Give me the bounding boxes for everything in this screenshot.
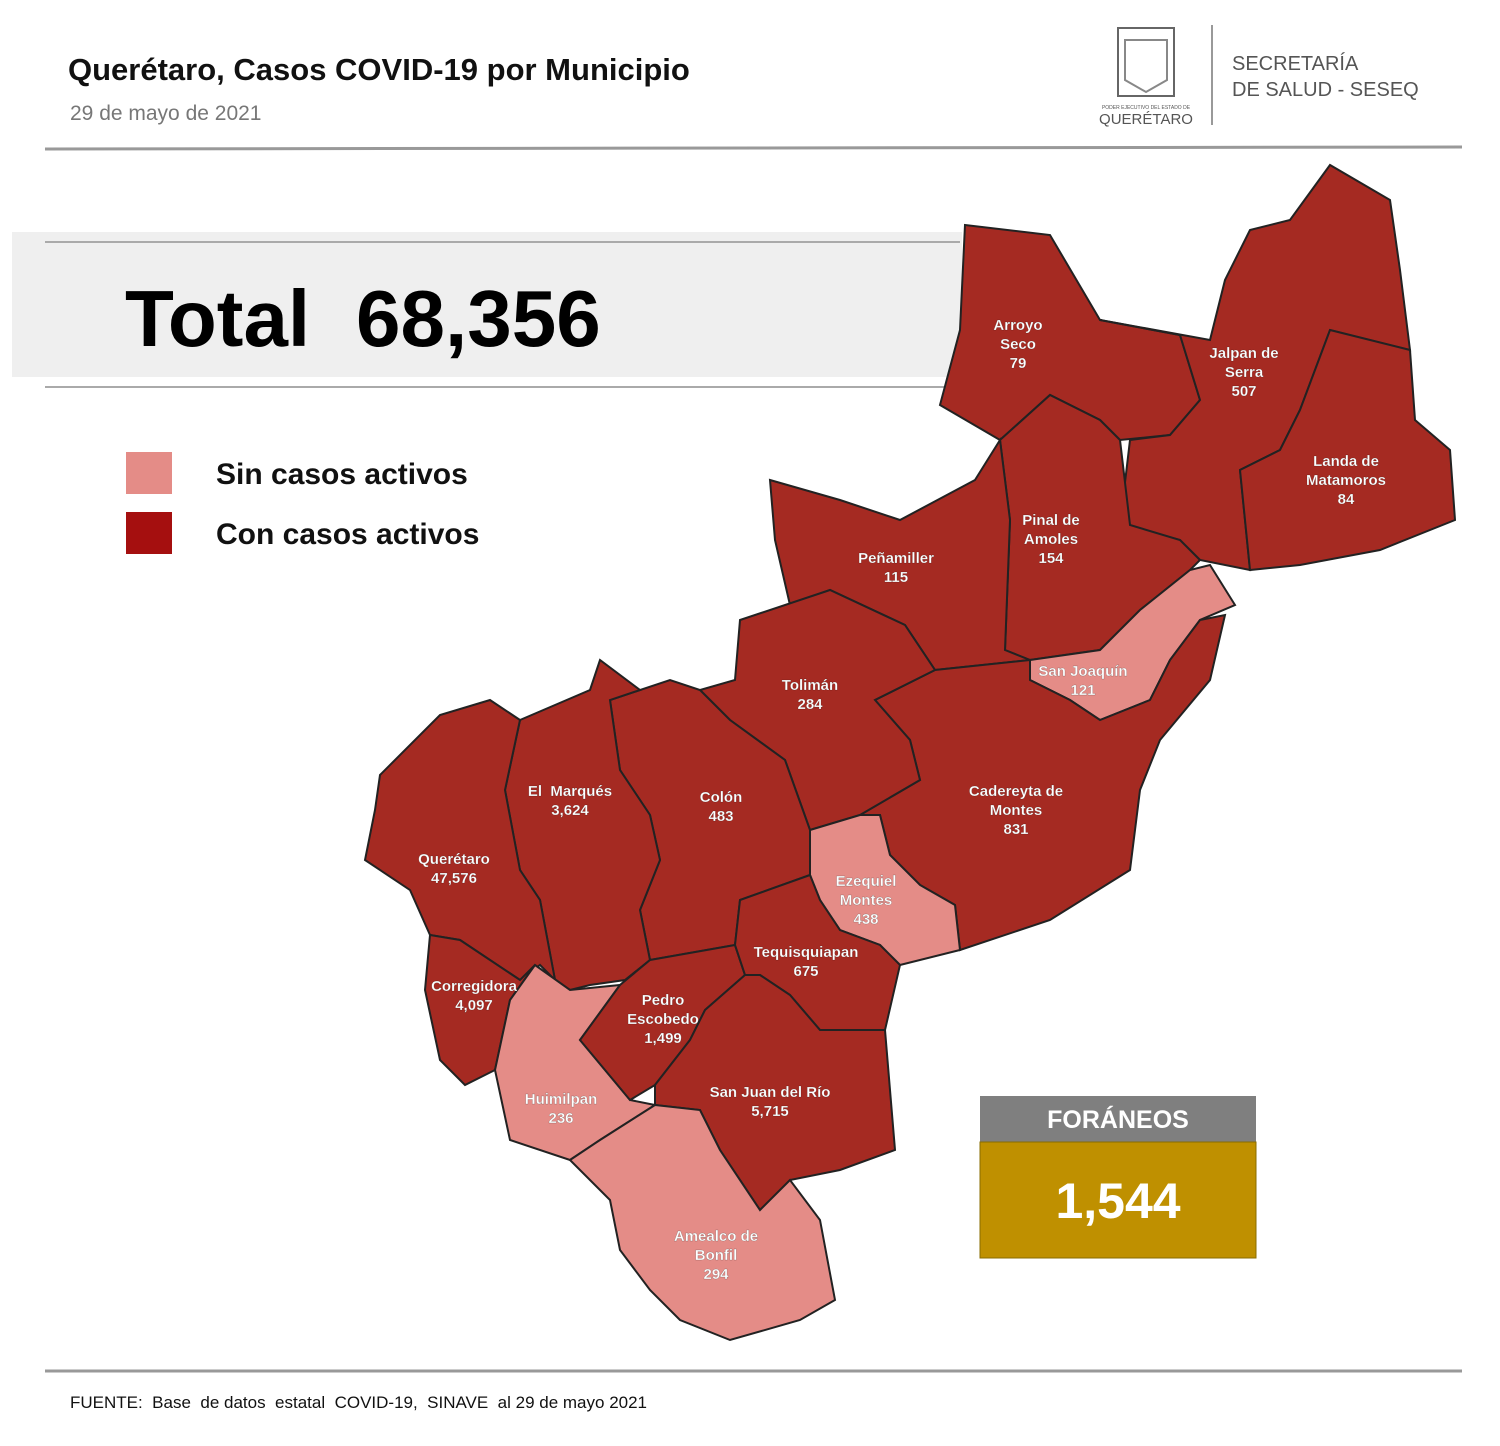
rule xyxy=(44,145,1463,151)
map: Arroyo Seco 79 Jalpan de Serra 507 Landa de Mat… xyxy=(363,163,1457,1342)
municipality-cases: 675 xyxy=(793,963,818,980)
municipality-name: San Juan del Río xyxy=(710,1084,831,1101)
municipality-cases: 115 xyxy=(884,569,908,586)
municipality-name: Escobedo xyxy=(627,1011,699,1028)
department: SECRETARÍA xyxy=(1232,52,1359,75)
total-value: 68,356 xyxy=(356,274,601,363)
foraneos-header xyxy=(980,1096,1256,1142)
municipality-cases: 284 xyxy=(797,696,823,713)
logo-name: QUERÉTARO xyxy=(1099,111,1193,128)
municipality-cases: 121 xyxy=(1070,682,1095,699)
municipality-name: Seco xyxy=(1000,336,1036,353)
date: 29 de mayo de 2021 xyxy=(70,102,261,125)
municipality-name: Peñamiller xyxy=(858,550,934,567)
crest-shield xyxy=(1124,39,1168,94)
legend-swatch xyxy=(126,452,172,494)
municipality-name: El Marqués xyxy=(528,783,612,800)
total-label: Total xyxy=(125,274,310,363)
municipality-name: San Joaquín xyxy=(1038,663,1127,680)
municipality-name: Serra xyxy=(1225,364,1264,381)
municipality-cases: 507 xyxy=(1231,383,1256,400)
municipality-cases: 47,576 xyxy=(431,870,477,887)
logo-small: PODER EJECUTIVO DEL ESTADO DE xyxy=(1102,105,1191,111)
municipality-name: Ezequiel xyxy=(836,873,897,890)
municipality-name: Tolimán xyxy=(782,677,838,694)
municipality-name: Matamoros xyxy=(1306,472,1386,489)
municipality-cases: 84 xyxy=(1338,491,1355,508)
municipality-name: Bonfil xyxy=(695,1247,738,1264)
foraneos-box: FORÁNEOS 1,544 xyxy=(979,1096,1257,1259)
municipality-cases: 1,499 xyxy=(644,1030,682,1047)
municipality xyxy=(363,698,557,983)
legend-swatch xyxy=(126,512,172,554)
foraneos-value: 1,544 xyxy=(1055,1173,1180,1229)
municipality-cases: 236 xyxy=(548,1110,573,1127)
municipality-name: Landa de xyxy=(1313,453,1379,470)
municipality-name: Amoles xyxy=(1024,531,1078,548)
source: FUENTE: Base de datos estatal COVID-19, … xyxy=(70,1393,647,1412)
municipality-name: Colón xyxy=(700,789,743,806)
municipality-name: Tequisquiapan xyxy=(754,944,859,961)
municipality-cases: 4,097 xyxy=(455,997,493,1014)
legend: Sin casos activos Con casos activos xyxy=(126,452,479,554)
foraneos-body xyxy=(979,1141,1257,1259)
legend-label: Con casos activos xyxy=(216,518,479,551)
municipality-name: Montes xyxy=(990,802,1043,819)
municipality xyxy=(1238,328,1457,572)
municipality-name: Pedro xyxy=(642,992,685,1009)
municipality-name: Pinal de xyxy=(1022,512,1080,529)
municipality-cases: 154 xyxy=(1038,550,1064,567)
crest xyxy=(1117,27,1175,97)
municipality-cases: 483 xyxy=(708,808,733,825)
title: Querétaro, Casos COVID-19 por Municipio xyxy=(68,52,690,87)
legend-label: Sin casos activos xyxy=(216,458,468,491)
municipality-cases: 79 xyxy=(1010,355,1027,372)
municipality-name: Corregidora xyxy=(431,978,518,995)
foraneos-label: FORÁNEOS xyxy=(1047,1105,1189,1134)
municipality-name: Montes xyxy=(840,892,893,909)
total-band xyxy=(12,232,962,377)
department: DE SALUD - SESEQ xyxy=(1232,79,1419,101)
municipality-name: Querétaro xyxy=(418,851,490,868)
municipality-name: Jalpan de xyxy=(1209,345,1278,362)
municipality-cases: 3,624 xyxy=(551,802,589,819)
municipality-cases: 438 xyxy=(853,911,878,928)
municipality-cases: 5,715 xyxy=(751,1103,789,1120)
municipality-name: Cadereyta de xyxy=(969,783,1063,800)
municipality-name: Amealco de xyxy=(674,1228,758,1245)
municipality-name: Huimilpan xyxy=(525,1091,598,1108)
logo: PODER EJECUTIVO DEL ESTADO DE QUERÉTARO … xyxy=(1099,25,1419,128)
municipality-name: Arroyo xyxy=(993,317,1042,334)
municipality xyxy=(568,1103,837,1342)
municipality-cases: 831 xyxy=(1003,821,1028,838)
municipality-cases: 294 xyxy=(703,1266,729,1283)
